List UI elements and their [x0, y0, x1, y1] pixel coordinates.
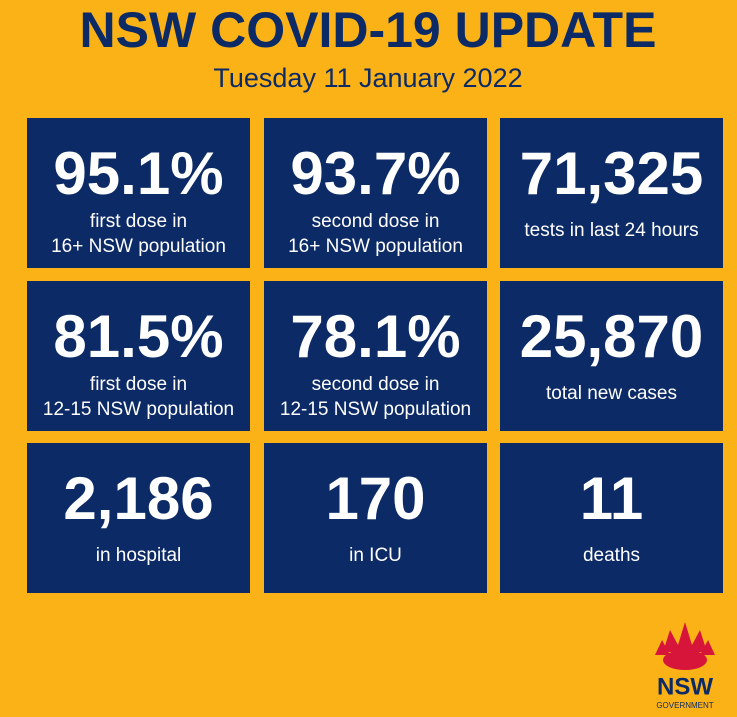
stat-tile — [264, 443, 487, 593]
logo: NSW GOVERNMENT — [655, 622, 715, 710]
logo-sub: GOVERNMENT — [656, 701, 713, 710]
stat-tile — [27, 281, 250, 431]
stat-label: 16+ NSW population — [51, 236, 226, 257]
stat-label: in hospital — [96, 545, 182, 566]
stat-tile — [27, 443, 250, 593]
stat-value: 2,186 — [63, 465, 213, 532]
stat-label: 12-15 NSW population — [43, 399, 234, 420]
stat-label: deaths — [583, 545, 640, 566]
stat-value: 170 — [325, 465, 425, 532]
stat-tile — [500, 118, 723, 268]
stat-value: 71,325 — [520, 140, 704, 207]
stat-label: first dose in — [90, 211, 187, 232]
stat-tile — [500, 443, 723, 593]
stat-value: 81.5% — [53, 303, 223, 370]
waratah-icon — [655, 622, 715, 670]
stat-label: second dose in — [312, 211, 440, 232]
stat-tile — [500, 281, 723, 431]
stat-label: 16+ NSW population — [288, 236, 463, 257]
date: Tuesday 11 January 2022 — [213, 63, 522, 93]
stat-label: tests in last 24 hours — [524, 220, 698, 241]
stat-label: 12-15 NSW population — [280, 399, 471, 420]
stat-label: in ICU — [349, 545, 402, 566]
stat-label: total new cases — [546, 383, 677, 404]
stat-value: 95.1% — [53, 140, 223, 207]
stat-value: 93.7% — [290, 140, 460, 207]
title: NSW COVID-19 UPDATE — [80, 2, 657, 58]
stat-tile — [27, 118, 250, 268]
stat-tile — [264, 281, 487, 431]
stat-value: 11 — [580, 465, 643, 532]
stat-label: second dose in — [312, 374, 440, 395]
logo-name: NSW — [657, 673, 713, 700]
stat-tile — [264, 118, 487, 268]
stat-label: first dose in — [90, 374, 187, 395]
stat-value: 78.1% — [290, 303, 460, 370]
stat-value: 25,870 — [520, 303, 704, 370]
